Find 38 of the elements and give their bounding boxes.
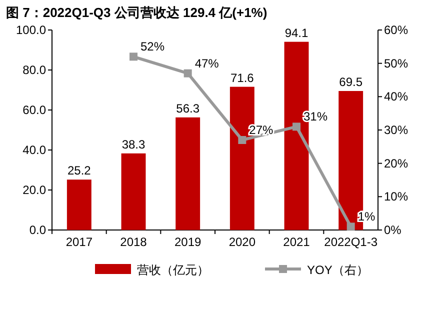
y2-tick-label: 10%	[384, 190, 408, 204]
y-tick-label: 60.0	[22, 103, 46, 117]
data-label: 47%	[194, 56, 220, 70]
y2-tick-label: 30%	[384, 123, 408, 137]
bar	[176, 117, 200, 230]
bar	[121, 153, 146, 230]
y2-tick-label: 20%	[384, 156, 408, 170]
point	[238, 136, 246, 144]
point	[292, 122, 300, 131]
data-label: 94.1	[284, 26, 308, 40]
data-label: 56.3	[176, 101, 200, 116]
legend-label: YOY（右）	[307, 263, 368, 277]
point	[130, 52, 138, 61]
x-tick-label: 2017	[66, 235, 93, 249]
data-label: 69.5	[339, 75, 363, 89]
y2-tick-label: 40%	[384, 90, 408, 104]
x-tick-label: 2022Q1-3	[324, 235, 378, 249]
point	[346, 222, 355, 231]
legend-label: 营收（亿元）	[137, 263, 209, 277]
data-label: 38.3	[122, 137, 146, 152]
data-label: 52%	[140, 40, 165, 54]
y2-tick-label: 50%	[384, 56, 408, 70]
y-tick-label: 0.0	[29, 223, 46, 237]
x-tick-label: 2019	[174, 235, 202, 249]
data-label: 25.2	[67, 164, 92, 178]
y-tick-label: 20.0	[22, 183, 46, 197]
chart-title: 图 7：2022Q1-Q3 公司营收达 129.4 亿(+1%)	[6, 5, 268, 20]
bar	[66, 180, 92, 230]
y2-tick-label: 0%	[384, 223, 402, 237]
x-tick-label: 2020	[228, 235, 256, 249]
data-label: 71.6	[230, 70, 254, 85]
y2-tick-label: 60%	[384, 23, 408, 37]
point	[184, 69, 192, 78]
x-tick-label: 2021	[283, 235, 310, 249]
x-tick-label: 2018	[120, 235, 148, 249]
y-tick-label: 100.0	[16, 23, 46, 37]
y-tick-label: 40.0	[22, 143, 46, 157]
y-tick-label: 80.0	[22, 63, 46, 77]
